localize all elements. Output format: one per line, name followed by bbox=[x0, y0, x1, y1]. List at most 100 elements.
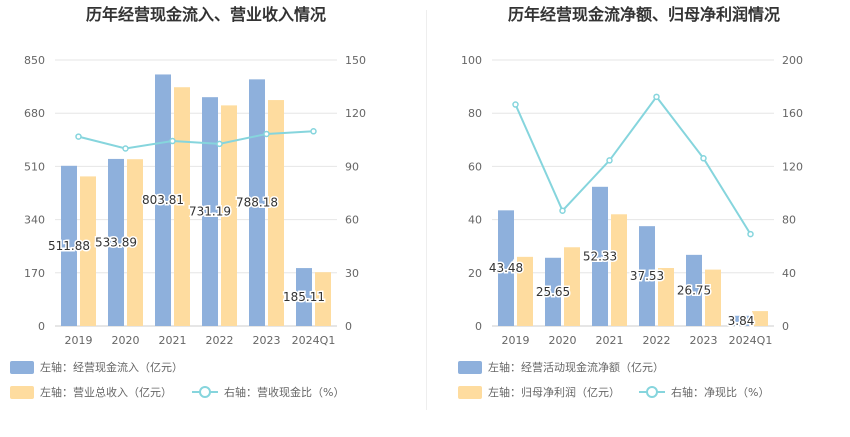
y-right-tick-label: 60 bbox=[345, 214, 359, 227]
bar-secondary bbox=[127, 159, 143, 326]
bar-data-label: 788.18 bbox=[236, 196, 278, 210]
chart-title: 历年经营现金流净额、归母净利润情况 bbox=[508, 5, 780, 24]
ratio-line bbox=[514, 95, 752, 235]
ratio-point bbox=[559, 207, 566, 214]
ratio-point bbox=[122, 145, 129, 152]
bar-data-label: 26.75 bbox=[677, 283, 711, 297]
legend-swatch bbox=[458, 386, 482, 399]
bar-primary bbox=[733, 315, 749, 326]
y-right-tick-label: 150 bbox=[345, 54, 366, 67]
legend-label: 左轴：营业总收入（亿元） bbox=[40, 385, 172, 399]
ratio-point bbox=[747, 230, 754, 238]
ratio-point bbox=[606, 157, 613, 164]
x-tick-label: 2021 bbox=[159, 334, 187, 347]
y-left-tick-label: 680 bbox=[24, 107, 45, 120]
bar-secondary bbox=[80, 176, 96, 326]
bar-primary bbox=[108, 158, 124, 326]
bar-primary bbox=[545, 257, 561, 326]
y-left-tick-label: 340 bbox=[24, 214, 45, 227]
bar-secondary bbox=[564, 247, 580, 326]
bar-secondary bbox=[705, 269, 721, 326]
bar-data-label: 731.19 bbox=[189, 205, 231, 219]
y-right-tick-label: 120 bbox=[345, 107, 366, 120]
y-left-tick-label: 0 bbox=[38, 320, 45, 333]
x-tick-label: 2020 bbox=[112, 334, 140, 347]
y-right-tick-label: 120 bbox=[782, 160, 803, 173]
bar-primary bbox=[249, 79, 265, 326]
legend-swatch bbox=[10, 361, 34, 374]
bar-data-label: 43.48 bbox=[489, 261, 523, 275]
x-tick-label: 2021 bbox=[596, 334, 624, 347]
x-tick-label: 2024Q1 bbox=[729, 334, 773, 347]
cash-inflow-revenue-chart: 历年经营现金流入、营业收入情况 0 0 170 30 340 60 510 90 680 120 85… bbox=[10, 5, 366, 399]
legend-marker bbox=[646, 386, 658, 398]
legend-label: 右轴：营收现金比（%） bbox=[224, 385, 344, 399]
legend-label: 左轴：经营现金流入（亿元） bbox=[40, 360, 183, 374]
ratio-point bbox=[310, 128, 317, 135]
ratio-point bbox=[653, 93, 660, 101]
y-left-tick-label: 510 bbox=[24, 160, 45, 173]
bar-primary bbox=[686, 254, 702, 326]
bar-data-label: 803.81 bbox=[142, 193, 184, 207]
legend-label: 左轴：归母净利润（亿元） bbox=[488, 385, 620, 399]
x-tick-label: 2023 bbox=[253, 334, 281, 347]
bar-data-label: 533.89 bbox=[95, 235, 137, 249]
bar-primary bbox=[61, 165, 77, 326]
ratio-point bbox=[263, 130, 270, 138]
y-left-tick-label: 850 bbox=[24, 54, 45, 67]
ratio-point bbox=[169, 137, 176, 145]
y-left-tick-label: 80 bbox=[468, 107, 482, 120]
bar-data-label: 511.88 bbox=[48, 239, 90, 253]
legend-swatch bbox=[458, 361, 482, 374]
bar-secondary bbox=[315, 272, 331, 326]
y-right-tick-label: 0 bbox=[345, 320, 352, 333]
bar-secondary bbox=[752, 311, 768, 326]
bar-secondary bbox=[517, 256, 533, 326]
bar-data-label: 52.33 bbox=[583, 249, 617, 263]
ratio-point bbox=[75, 133, 82, 140]
ratio-point bbox=[216, 140, 223, 148]
y-left-tick-label: 170 bbox=[24, 267, 45, 280]
legend-marker bbox=[199, 386, 211, 398]
y-left-tick-label: 20 bbox=[468, 267, 482, 280]
bar-secondary bbox=[658, 268, 674, 326]
y-right-tick-label: 200 bbox=[782, 54, 803, 67]
y-right-tick-label: 40 bbox=[782, 267, 796, 280]
bar-primary bbox=[155, 74, 171, 327]
x-tick-label: 2019 bbox=[65, 334, 93, 347]
y-right-tick-label: 90 bbox=[345, 160, 359, 173]
bar-primary bbox=[296, 268, 312, 326]
y-left-tick-label: 0 bbox=[475, 320, 482, 333]
bar-secondary bbox=[268, 100, 284, 326]
y-right-tick-label: 80 bbox=[782, 214, 796, 227]
legend-label: 左轴：经营活动现金流净额（亿元） bbox=[488, 360, 664, 374]
x-tick-label: 2020 bbox=[549, 334, 577, 347]
bar-data-label: 37.53 bbox=[630, 269, 664, 283]
ratio-line bbox=[78, 130, 314, 150]
bar-primary bbox=[639, 226, 655, 326]
legend-swatch bbox=[10, 386, 34, 399]
legend-label: 右轴：净现比（%） bbox=[671, 385, 769, 399]
panel-divider bbox=[426, 10, 427, 410]
y-right-tick-label: 30 bbox=[345, 267, 359, 280]
y-right-tick-label: 0 bbox=[782, 320, 789, 333]
bar-data-label: 3.84 bbox=[728, 314, 755, 328]
y-right-tick-label: 160 bbox=[782, 107, 803, 120]
y-left-tick-label: 60 bbox=[468, 160, 482, 173]
x-tick-label: 2022 bbox=[643, 334, 671, 347]
bar-primary bbox=[592, 186, 608, 326]
ratio-point bbox=[512, 101, 519, 108]
x-tick-label: 2024Q1 bbox=[292, 334, 336, 347]
y-left-tick-label: 100 bbox=[461, 54, 482, 67]
x-tick-label: 2023 bbox=[690, 334, 718, 347]
bar-secondary bbox=[611, 214, 627, 326]
bar-primary bbox=[202, 97, 218, 326]
x-tick-label: 2022 bbox=[206, 334, 234, 347]
net-cashflow-profit-chart: 历年经营现金流净额、归母净利润情况 0 0 20 40 40 80 60 120 80 160 100… bbox=[458, 5, 803, 399]
ratio-point bbox=[700, 155, 707, 162]
bar-data-label: 185.11 bbox=[283, 290, 325, 304]
chart-title: 历年经营现金流入、营业收入情况 bbox=[86, 5, 326, 24]
bar-data-label: 25.65 bbox=[536, 285, 570, 299]
x-tick-label: 2019 bbox=[502, 334, 530, 347]
